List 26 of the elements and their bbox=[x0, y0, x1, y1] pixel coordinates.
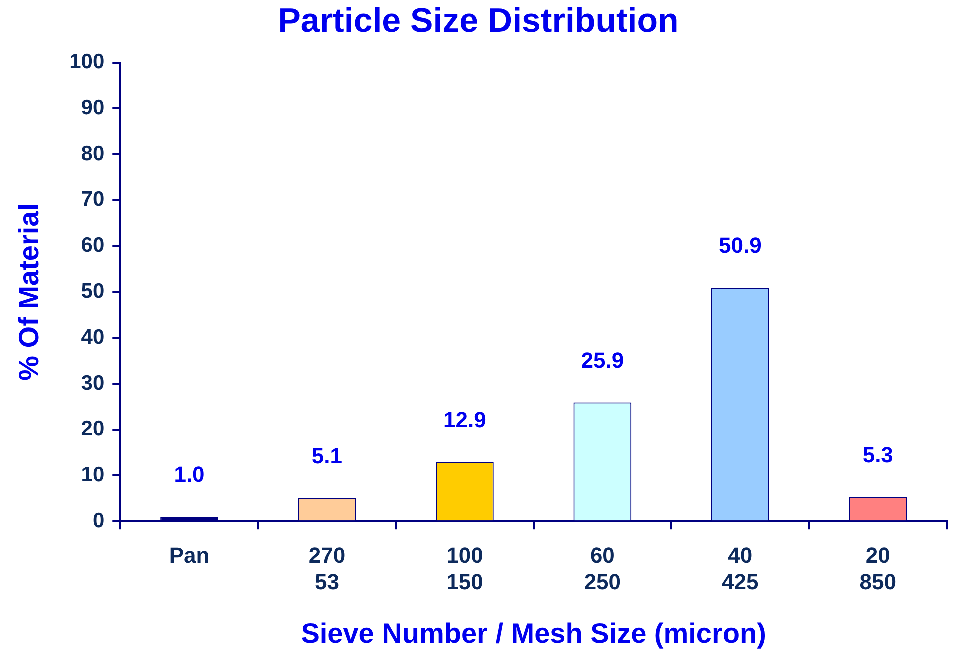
y-tick-label: 100 bbox=[70, 50, 105, 74]
x-tick-label: 20 850 bbox=[860, 542, 896, 594]
x-axis-title: Sieve Number / Mesh Size (micron) bbox=[301, 618, 766, 649]
y-tick-label: 40 bbox=[81, 326, 105, 349]
data-label: 25.9 bbox=[581, 348, 624, 373]
x-tick-label: 100 150 bbox=[446, 542, 484, 594]
y-tick-label: 20 bbox=[81, 418, 105, 441]
y-tick-label: 80 bbox=[81, 142, 105, 166]
data-label: 50.9 bbox=[718, 233, 762, 258]
x-tick-label: 270 53 bbox=[308, 542, 346, 594]
data-label: 5.1 bbox=[312, 443, 343, 468]
y-tick-label: 10 bbox=[81, 464, 105, 487]
data-label: 12.9 bbox=[444, 407, 486, 432]
y-tick-label: 60 bbox=[81, 234, 105, 258]
x-tick-label: 60 250 bbox=[584, 542, 622, 594]
y-tick-label: 90 bbox=[81, 96, 105, 120]
y-tick-label: 0 bbox=[92, 509, 105, 532]
y-tick-label: 50 bbox=[81, 280, 105, 303]
y-tick-label: 30 bbox=[81, 372, 105, 395]
y-tick-label: 70 bbox=[81, 188, 105, 212]
data-label: 1.0 bbox=[174, 462, 205, 488]
x-tick-label: Pan bbox=[169, 542, 210, 568]
y-axis-title: % Of Material bbox=[14, 204, 45, 381]
chart-title: Particle Size Distribution bbox=[278, 2, 679, 40]
x-tick-label: 40 425 bbox=[722, 542, 759, 594]
data-label: 5.3 bbox=[862, 442, 894, 468]
